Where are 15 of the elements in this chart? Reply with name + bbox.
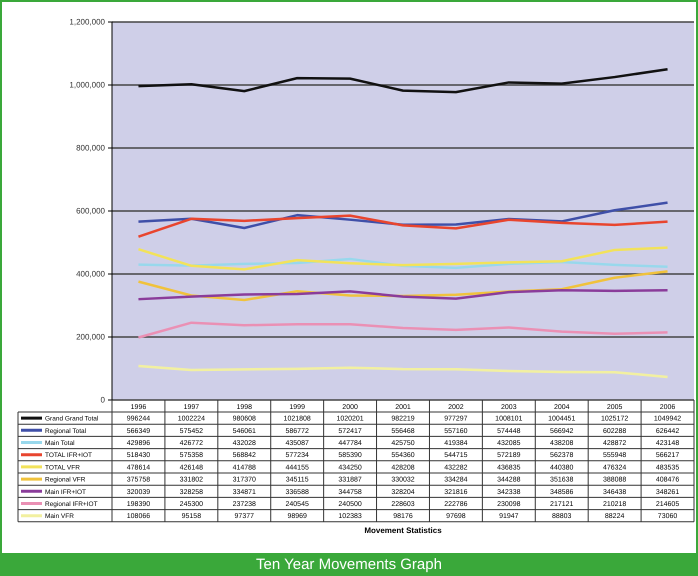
line-series [137, 364, 669, 378]
line-series [137, 214, 669, 238]
y-tick-label: 1,200,000 [69, 18, 106, 27]
y-tick-label: 800,000 [76, 144, 106, 153]
y-tick-label: 1,000,000 [69, 80, 106, 90]
y-tick-label: 600,000 [76, 206, 106, 216]
line-series [137, 246, 669, 271]
text: Movement Statistics [364, 526, 442, 535]
text: Ten Year Movements Graph [256, 556, 442, 573]
y-tick-label: 0 [100, 396, 106, 405]
line-series [137, 68, 669, 94]
y-tick-label: 400,000 [76, 270, 106, 279]
y-tick-label: 200,000 [76, 332, 106, 342]
line-series [137, 288, 669, 300]
line-series [137, 321, 669, 339]
